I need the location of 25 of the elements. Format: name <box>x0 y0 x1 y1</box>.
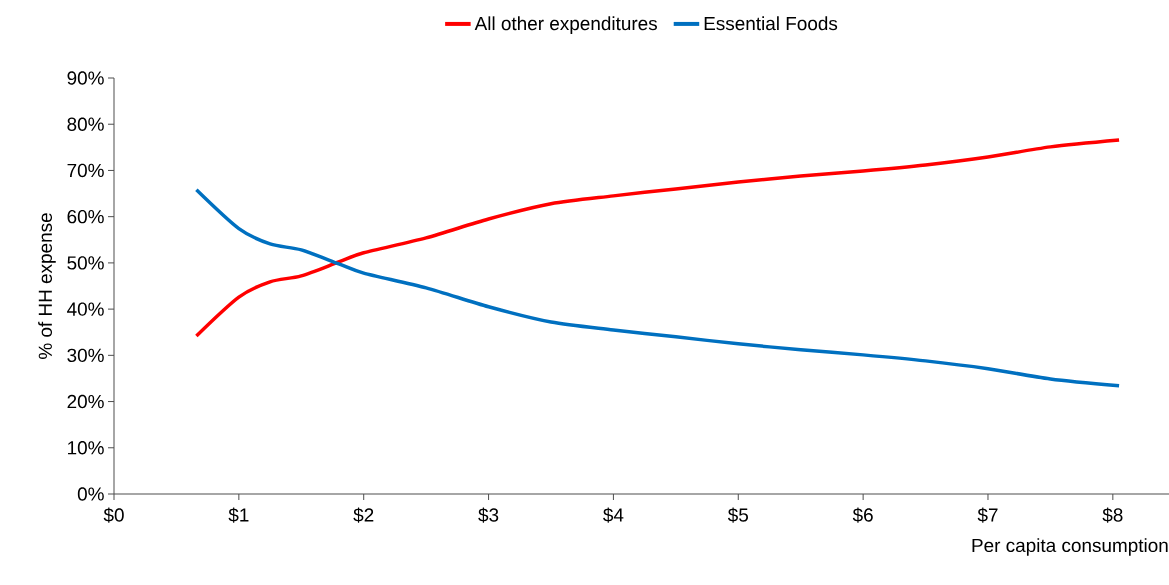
y-tick-label: 90% <box>67 71 104 85</box>
y-tick-label: 60% <box>67 209 104 224</box>
line-series <box>194 188 1121 388</box>
legend-label: All other expenditures <box>474 16 657 34</box>
y-tick-label: 50% <box>67 256 104 270</box>
y-tick-label: 20% <box>67 394 104 409</box>
y-tick-label: 10% <box>68 441 104 455</box>
x-tick-label: $6 <box>852 507 873 523</box>
x-tick-label: $8 <box>1102 507 1123 523</box>
x-tick-label: $4 <box>603 507 624 523</box>
y-tick-label: 70% <box>67 163 104 178</box>
y-tick-label: 0% <box>77 487 104 501</box>
x-tick-label: $3 <box>478 507 499 523</box>
x-tick-label: $1 <box>228 507 249 523</box>
x-tick-label: $7 <box>977 507 998 523</box>
y-tick-label: 40% <box>67 302 104 316</box>
x-tick-label: $5 <box>727 507 748 523</box>
x-axis-title: Per capita consumption <box>972 538 1168 556</box>
legend-label: Essential Foods <box>704 16 838 31</box>
line-series <box>194 138 1121 338</box>
y-tick-label: 80% <box>67 117 104 131</box>
y-tick-label: 30% <box>67 348 104 363</box>
x-tick-label: $0 <box>103 507 124 523</box>
x-tick-label: $2 <box>353 507 374 523</box>
y-axis-title: % of HH expense <box>38 213 56 359</box>
